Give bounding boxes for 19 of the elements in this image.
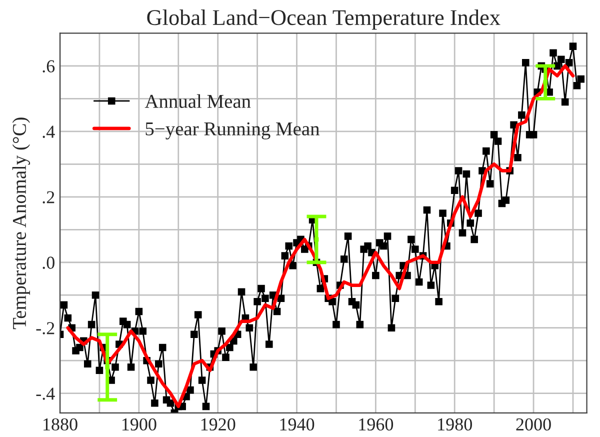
x-tick-label: 1920 [201, 418, 236, 431]
x-tick-label: 1880 [44, 418, 78, 431]
x-tick-label: 1900 [122, 418, 156, 431]
y-tick-label: -.4 [36, 388, 55, 400]
x-tick-label: 1980 [438, 418, 472, 431]
point [105, 364, 110, 370]
x-tick-label: 1960 [359, 418, 394, 431]
x-tick-label: 2000 [516, 418, 551, 431]
x-tick-label: 1940 [280, 418, 314, 431]
y-axis-title: Temperature Anomaly (°C) [12, 118, 30, 330]
y-tick-label: .6 [42, 60, 55, 72]
legend-label: Annual Mean [144, 94, 251, 108]
y-tick-label: .2 [42, 191, 54, 204]
chart-title: Global Land−Ocean Temperature Index [147, 9, 500, 30]
legend-label: 5−year Running Mean [146, 122, 320, 140]
y-tick-label: .4 [42, 126, 55, 138]
point [543, 80, 548, 85]
y-tick-label: -.2 [36, 322, 54, 334]
y-tick-label: .0 [42, 256, 54, 269]
